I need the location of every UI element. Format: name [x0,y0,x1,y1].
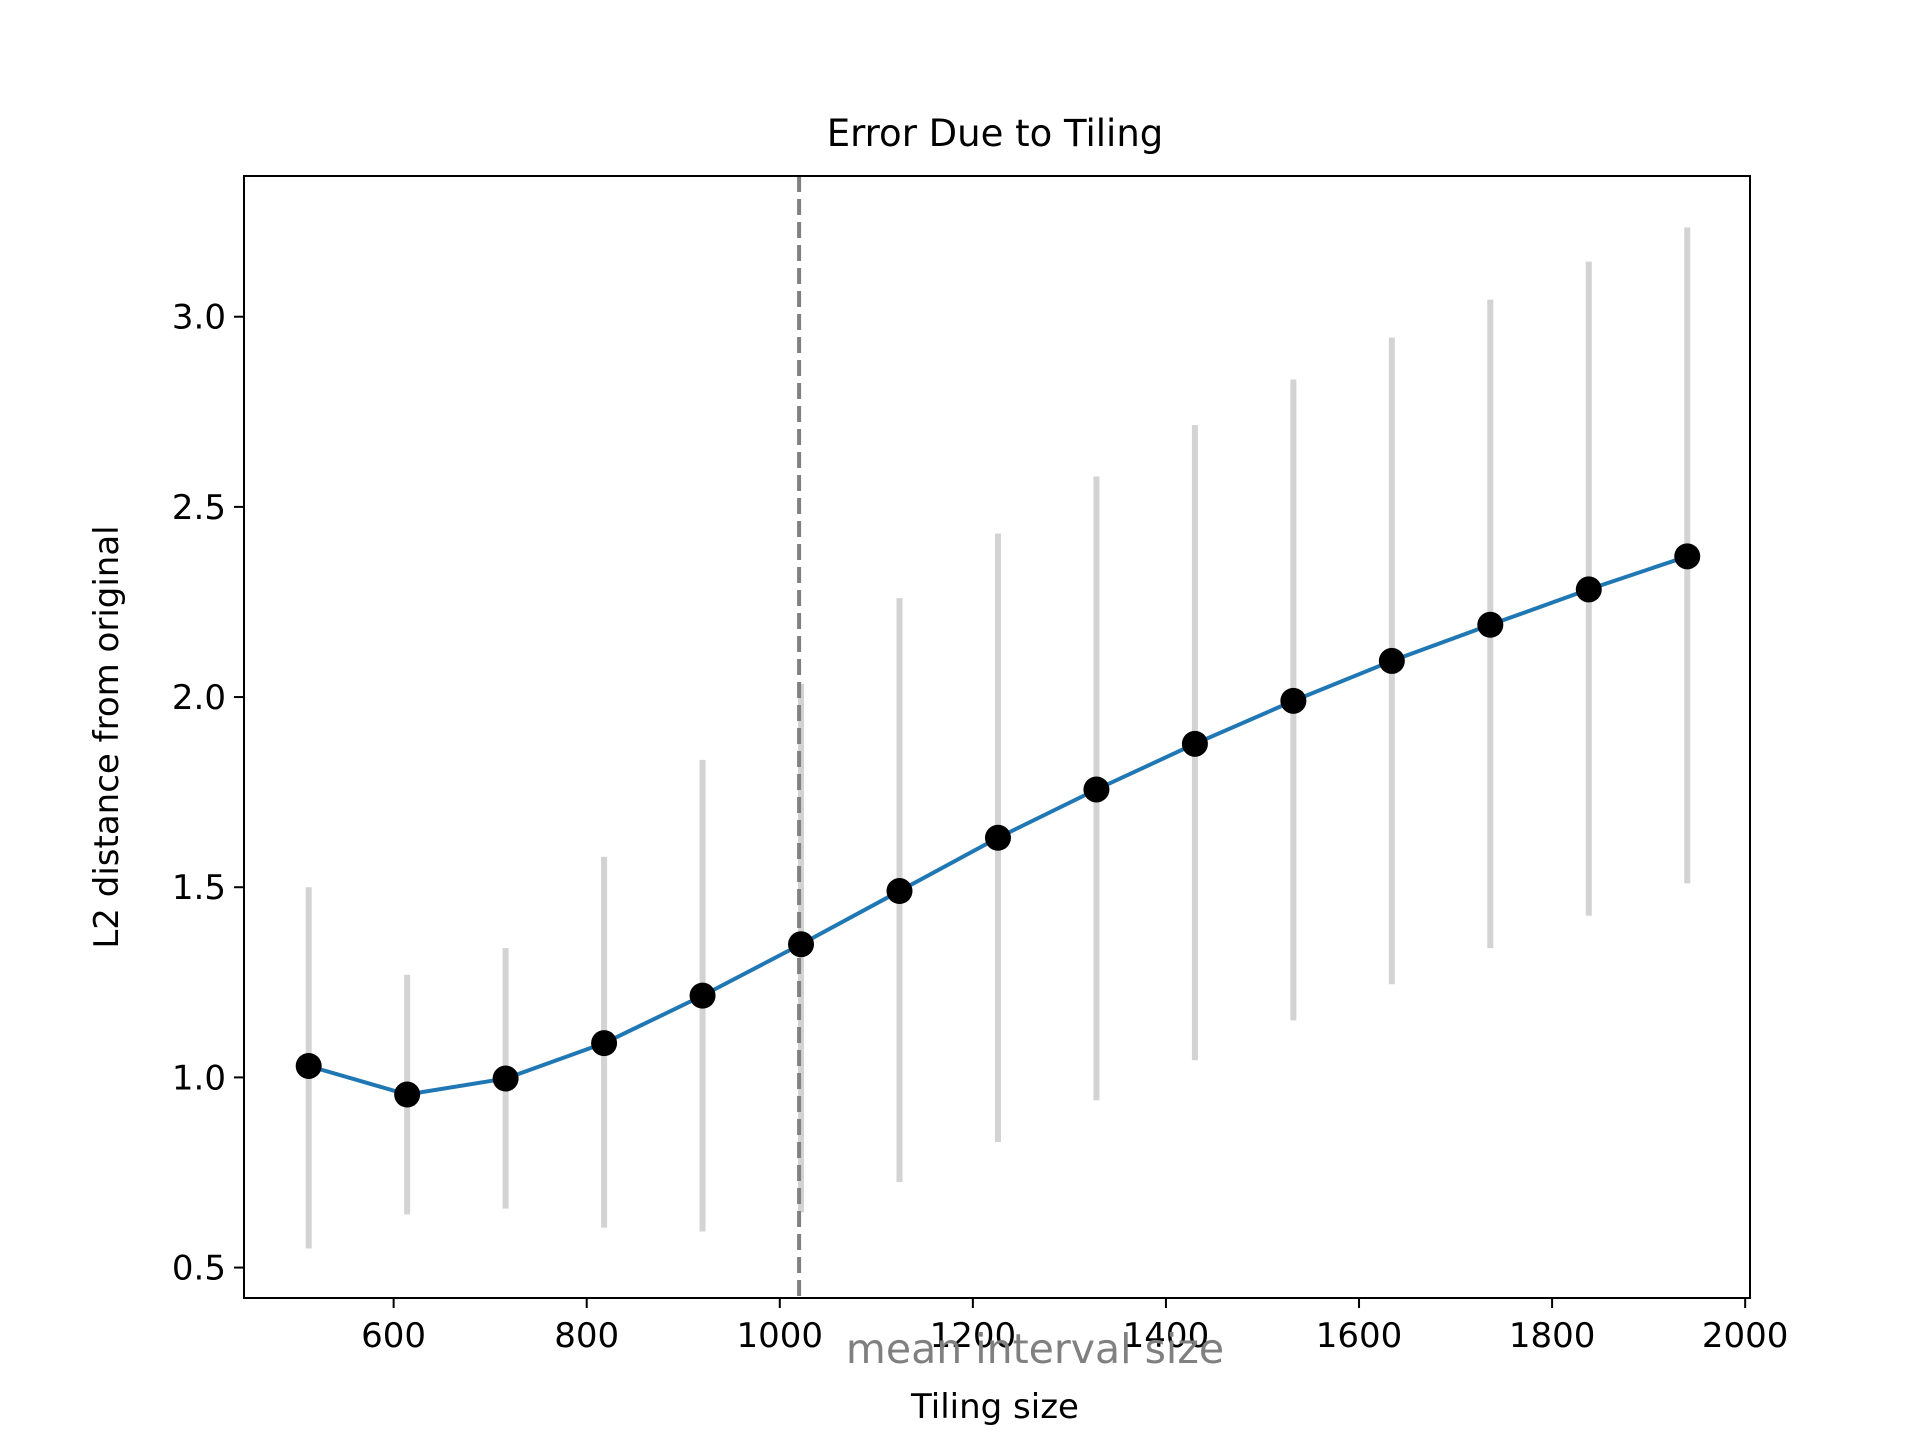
plot-area [295,176,1701,1298]
x-axis-label: Tiling size [910,1387,1079,1427]
x-tick-label: 2000 [1702,1316,1789,1356]
data-point [689,982,716,1009]
data-point [1477,611,1504,638]
data-point [1575,576,1602,603]
data-point [492,1065,519,1092]
data-point [295,1052,322,1079]
y-tick-label: 1.0 [172,1058,226,1098]
y-tick-label: 0.5 [172,1249,226,1289]
data-point [788,931,815,958]
x-tick-label: 1000 [737,1316,824,1356]
y-tick-label: 3.0 [172,298,226,338]
data-point [1083,776,1110,803]
y-axis-label: L2 distance from original [87,525,127,948]
chart-title: Error Due to Tiling [827,112,1164,155]
data-point [1181,730,1208,757]
x-tick-label: 1200 [930,1316,1017,1356]
y-tick-label: 1.5 [172,868,226,908]
x-tick-label: 1800 [1509,1316,1596,1356]
x-axis: 600 800 1000 1200 1400 1600 1800 2000 [361,1298,1788,1356]
data-point [591,1030,618,1057]
data-point [984,824,1011,851]
data-point [1378,647,1405,674]
x-tick-label: 600 [361,1316,426,1356]
data-point [886,878,913,905]
y-tick-label: 2.5 [172,488,226,528]
y-tick-label: 2.0 [172,678,226,718]
x-tick-label: 1600 [1316,1316,1403,1356]
annotation-label: mean interval size [846,1325,1224,1373]
x-tick-label: 1400 [1123,1316,1210,1356]
data-point [394,1081,421,1108]
plot-frame [243,175,1751,1299]
y-axis: 0.5 1.0 1.5 2.0 2.5 3.0 [172,298,244,1289]
data-point [1280,687,1307,714]
x-tick-label: 800 [554,1316,619,1356]
data-point [1674,543,1701,570]
